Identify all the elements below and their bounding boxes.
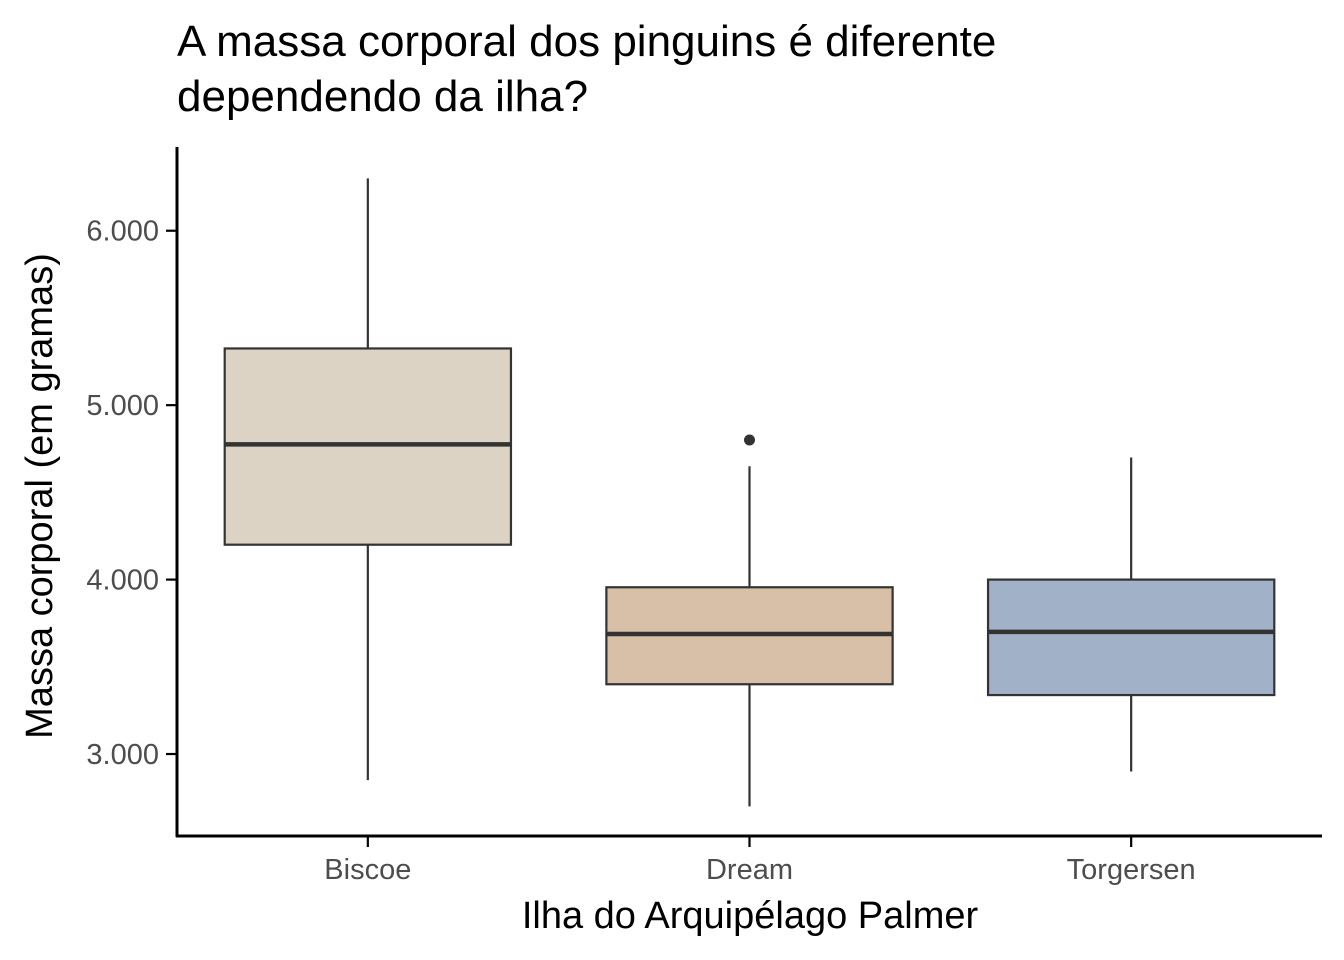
box-biscoe xyxy=(223,178,513,781)
box-torgersen xyxy=(986,457,1276,772)
y-axis-ticks: 3.000 4.000 5.000 6.000 xyxy=(86,216,177,771)
x-tick-label-torgersen: Torgersen xyxy=(1067,854,1196,886)
box-dream xyxy=(605,434,894,807)
y-tick-label-0: 3.000 xyxy=(86,739,159,771)
chart-title-line-2: dependendo da ilha? xyxy=(177,72,588,121)
iqr-box-torgersen xyxy=(986,578,1276,697)
x-axis-title: Ilha do Arquipélago Palmer xyxy=(522,895,979,937)
chart-title: A massa corporal dos pinguins é diferent… xyxy=(177,17,996,121)
chart-title-line-1: A massa corporal dos pinguins é diferent… xyxy=(177,17,996,66)
x-axis-ticks: Biscoe Dream Torgersen xyxy=(324,836,1196,886)
y-tick-label-1: 4.000 xyxy=(86,565,159,597)
y-tick-label-2: 5.000 xyxy=(86,390,159,422)
x-tick-label-biscoe: Biscoe xyxy=(324,854,411,886)
boxes-layer xyxy=(223,178,1276,807)
x-tick-label-dream: Dream xyxy=(706,854,793,886)
outlier-point-dream-0 xyxy=(744,434,755,446)
y-tick-label-3: 6.000 xyxy=(86,216,159,248)
y-axis-title: Massa corporal (em gramas) xyxy=(19,253,61,739)
